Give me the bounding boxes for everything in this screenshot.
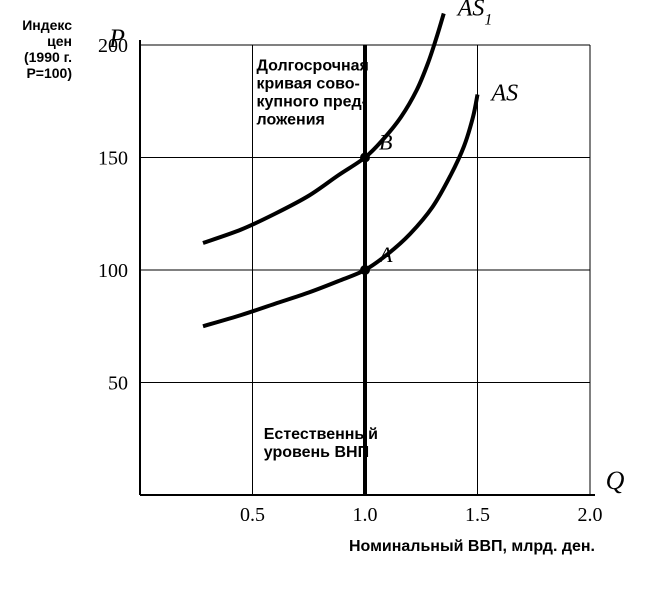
- x-axis-label: Q: [606, 466, 625, 495]
- point-b: [360, 153, 370, 163]
- y-unit-label: цен: [47, 33, 72, 49]
- point-a-label: A: [377, 242, 393, 267]
- y-unit-label: P=100): [26, 65, 72, 81]
- y-tick: 50: [108, 373, 128, 395]
- y-unit-label: (1990 г.: [24, 49, 72, 65]
- y-axis-label: P: [108, 24, 125, 53]
- curve-as: [203, 95, 478, 327]
- as-chart: 501001502000.51.01.52.0PQИндексцен(1990 …: [0, 0, 651, 600]
- y-unit-label: Индекс: [22, 17, 72, 33]
- y-tick: 100: [98, 260, 128, 282]
- point-a: [360, 265, 370, 275]
- natural-level-annotation: уровень ВНП: [264, 444, 369, 461]
- curve-as1-label: AS1: [456, 0, 493, 28]
- natural-level-annotation: Естественный: [264, 426, 378, 443]
- x-tick: 0.5: [240, 504, 265, 526]
- point-b-label: B: [379, 130, 392, 155]
- x-unit-label: Номинальный ВВП, млрд. ден.: [349, 538, 595, 555]
- lras-annotation: купного пред-: [257, 93, 368, 110]
- lras-annotation: Долгосрочная: [257, 57, 369, 74]
- curve-as1: [203, 14, 444, 244]
- x-tick: 1.5: [465, 504, 490, 526]
- lras-annotation: кривая сово-: [257, 75, 360, 92]
- lras-annotation: ложения: [257, 111, 325, 128]
- curve-as-label: AS: [490, 81, 519, 107]
- y-tick: 150: [98, 148, 128, 170]
- x-tick: 1.0: [353, 504, 378, 526]
- x-tick: 2.0: [578, 504, 603, 526]
